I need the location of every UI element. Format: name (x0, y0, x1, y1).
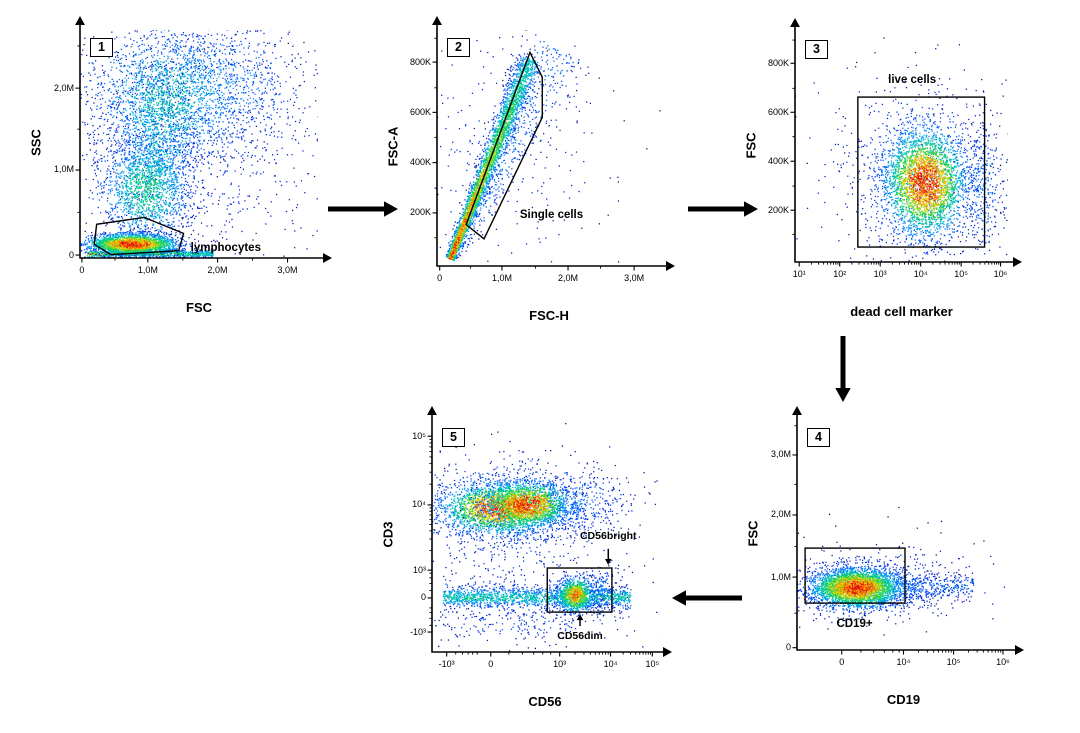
x-axis-label: CD19 (886, 692, 921, 707)
y-tick-label: 2,0M (770, 509, 791, 520)
plot-5-scatter-canvas (432, 420, 658, 652)
x-tick-label: 10⁶ (993, 268, 1008, 279)
y-tick-label: 0 (68, 249, 74, 260)
y-tick-label: 3,0M (770, 449, 791, 460)
x-tick-label: 0 (839, 656, 845, 667)
plot-1-scatter-canvas (80, 30, 318, 258)
y-tick-label: 1,0M (770, 571, 791, 582)
annotation-label: CD56dim (557, 630, 603, 643)
x-axis-arrowhead-icon (666, 261, 675, 271)
y-tick-label: 600K (409, 106, 431, 117)
x-tick-label: 3,0M (277, 264, 298, 275)
plot-2-scatter-canvas (437, 30, 661, 266)
y-axis-label: FSC (743, 132, 759, 159)
x-tick-label: 1,0M (137, 264, 158, 275)
x-tick-label: 10⁵ (946, 656, 961, 667)
annotation-label: CD56bright (579, 530, 637, 542)
x-tick-label: 10⁴ (603, 658, 618, 669)
x-tick-label: 10⁶ (996, 656, 1010, 667)
x-tick-label: 0 (437, 272, 443, 283)
plot-4-scatter-canvas (797, 420, 1010, 650)
x-tick-label: 10² (833, 268, 847, 279)
y-axis-label: FSC-A (385, 126, 401, 167)
y-tick-label: 10⁵ (412, 430, 426, 441)
y-tick-label: 10³ (412, 564, 426, 575)
gate-label: CD19+ (836, 617, 873, 630)
x-axis-label: dead cell marker (850, 304, 953, 319)
x-tick-label: 10⁴ (913, 268, 928, 279)
x-tick-label: 10⁴ (896, 656, 911, 667)
x-tick-label: 2,0M (558, 272, 579, 283)
arrow-plot4-to-plot5-head-icon (672, 590, 686, 606)
x-axis-arrowhead-icon (1013, 257, 1022, 267)
x-tick-label: 10³ (873, 268, 887, 279)
arrow-plot3-to-plot4-head-icon (835, 388, 851, 402)
gate-label: live cells (888, 74, 937, 87)
y-axis-arrowhead-icon (427, 406, 437, 415)
y-axis-label: CD3 (380, 521, 396, 548)
x-axis-label: FSC (186, 300, 212, 315)
gate-label: lymphocytes (190, 241, 261, 254)
y-tick-label: 600K (767, 106, 789, 117)
x-axis-arrowhead-icon (323, 253, 332, 263)
y-axis-arrowhead-icon (790, 18, 800, 27)
x-axis-label: CD56 (528, 694, 562, 709)
plot-2-number-badge: 2 (447, 38, 470, 57)
x-tick-label: -10³ (438, 658, 455, 669)
x-tick-label: 0 (79, 264, 85, 275)
plot-5-number-badge: 5 (442, 428, 465, 447)
plot-1-number-badge: 1 (90, 38, 113, 57)
x-axis-label: FSC-H (529, 308, 569, 323)
x-tick-label: 10¹ (792, 268, 806, 279)
y-tick-label: 800K (767, 57, 789, 68)
y-axis-arrowhead-icon (792, 406, 802, 415)
gate-label: Single cells (519, 209, 584, 222)
y-tick-label: 800K (409, 56, 431, 67)
y-tick-label: -10³ (409, 626, 426, 637)
y-tick-label: 400K (409, 157, 431, 168)
x-axis-arrowhead-icon (1015, 645, 1024, 655)
plot-3-number-badge: 3 (805, 40, 828, 59)
y-axis-arrowhead-icon (75, 16, 85, 25)
y-tick-label: 2,0M (53, 82, 74, 93)
x-tick-label: 1,0M (491, 272, 512, 283)
x-tick-label: 2,0M (207, 264, 228, 275)
plot-3-scatter-canvas (795, 32, 1008, 262)
y-tick-label: 200K (409, 207, 431, 218)
y-tick-label: 1,0M (53, 164, 74, 175)
x-tick-label: 10³ (553, 658, 567, 669)
x-axis-arrowhead-icon (663, 647, 672, 657)
x-tick-label: 3,0M (624, 272, 645, 283)
y-tick-label: 200K (767, 204, 789, 215)
y-axis-label: FSC (745, 520, 761, 547)
y-tick-label: 0 (420, 592, 426, 603)
y-tick-label: 0 (785, 642, 791, 653)
x-tick-label: 10⁵ (954, 268, 968, 279)
x-tick-label: 0 (488, 658, 494, 669)
y-tick-label: 400K (767, 155, 789, 166)
y-axis-arrowhead-icon (432, 16, 442, 25)
y-tick-label: 10⁴ (412, 499, 426, 510)
plot-4-number-badge: 4 (807, 428, 830, 447)
y-axis-label: SSC (28, 129, 44, 156)
x-tick-label: 10⁵ (645, 658, 660, 669)
